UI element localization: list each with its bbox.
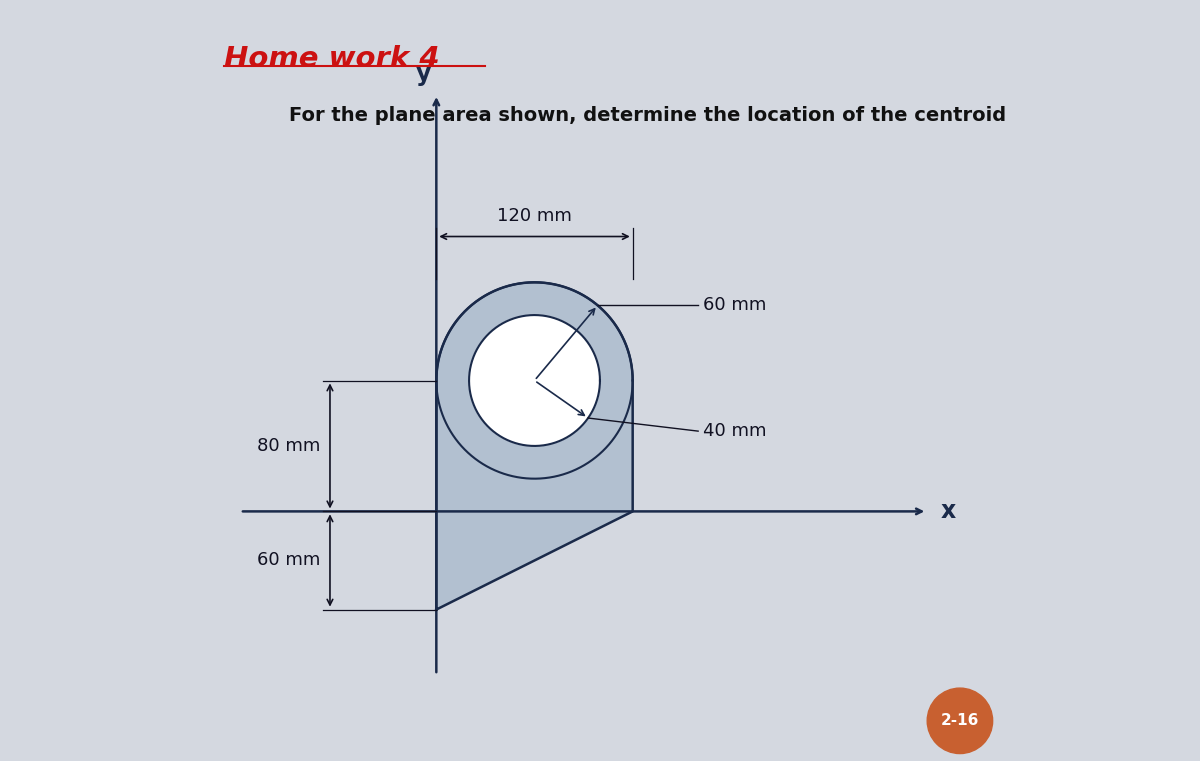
Text: 60 mm: 60 mm [257,552,320,569]
Text: For the plane area shown, determine the location of the centroid: For the plane area shown, determine the … [289,106,1006,125]
Text: x: x [941,499,955,524]
Text: y: y [415,62,431,86]
Text: 80 mm: 80 mm [257,437,320,455]
Text: 2-16: 2-16 [941,713,979,728]
Text: 120 mm: 120 mm [497,207,572,225]
Text: 60 mm: 60 mm [703,296,767,314]
Polygon shape [437,282,632,610]
Text: 40 mm: 40 mm [703,422,767,440]
Circle shape [928,688,992,753]
Text: Home work 4: Home work 4 [223,45,439,73]
Circle shape [469,315,600,446]
